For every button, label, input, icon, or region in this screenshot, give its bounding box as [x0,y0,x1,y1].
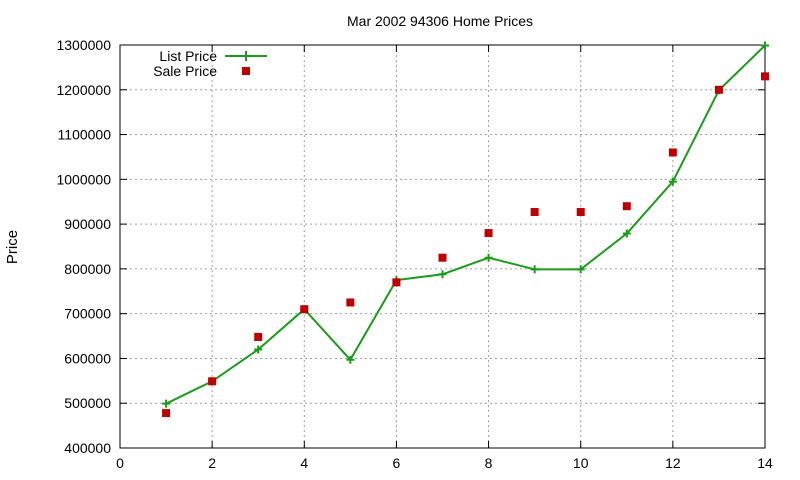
y-tick-label: 900000 [64,216,111,232]
x-tick-label: 6 [393,455,401,471]
data-point-sale-price [530,208,539,217]
y-tick-label: 1100000 [58,127,112,143]
x-tick-label: 4 [300,455,308,471]
data-point-sale-price [346,298,355,307]
x-tick-label: 0 [116,455,124,471]
data-point-sale-price [438,253,447,262]
legend-label-list-price: List Price [159,48,217,64]
data-point-sale-price [162,409,171,418]
data-point-list-price [668,177,677,186]
series-line-list-price [165,44,766,405]
x-tick-label: 14 [757,455,773,471]
x-tick-label: 2 [208,455,216,471]
data-point-sale-price [484,229,493,238]
x-tick-label: 10 [573,455,589,471]
series-marks [162,41,769,418]
data-point-sale-price [576,208,585,217]
x-tick-label: 8 [485,455,493,471]
y-tick-label: 600000 [64,350,111,366]
data-point-list-price [530,265,539,274]
data-point-list-price [162,399,171,408]
legend: List Price Sale Price [153,48,267,79]
data-point-list-price [484,253,493,262]
y-tick-label: 1300000 [56,37,111,53]
data-point-sale-price [300,305,309,314]
data-point-list-price [438,270,447,279]
data-point-list-price [761,41,769,50]
legend-label-sale-price: Sale Price [153,63,217,79]
data-point-sale-price [392,278,401,287]
y-tick-label: 700000 [64,306,111,322]
data-point-sale-price [208,377,217,386]
data-point-list-price [622,229,631,238]
y-tick-label: 1000000 [56,171,111,187]
legend-marker-list-price [241,51,251,61]
chart-title: Mar 2002 94306 Home Prices [347,13,533,29]
axis-ticks: 400000 500000 600000 700000 800000 900000 1000… [56,37,773,471]
y-tick-label: 1200000 [56,82,111,98]
data-point-sale-price [761,72,769,81]
y-tick-label: 400000 [64,440,111,456]
data-point-list-price [576,265,585,274]
plot-area-border [119,44,766,449]
grid-lines [120,45,765,448]
data-point-sale-price [714,85,723,94]
data-point-sale-price [668,148,677,157]
data-point-list-price [346,355,355,364]
x-tick-label: 12 [665,455,681,471]
y-tick-label: 500000 [64,395,111,411]
data-point-list-price [254,345,263,354]
data-point-sale-price [622,202,631,211]
data-point-sale-price [254,332,263,341]
y-axis-label: Price [4,230,21,264]
legend-marker-sale-price [242,67,250,75]
y-tick-label: 800000 [64,261,111,277]
